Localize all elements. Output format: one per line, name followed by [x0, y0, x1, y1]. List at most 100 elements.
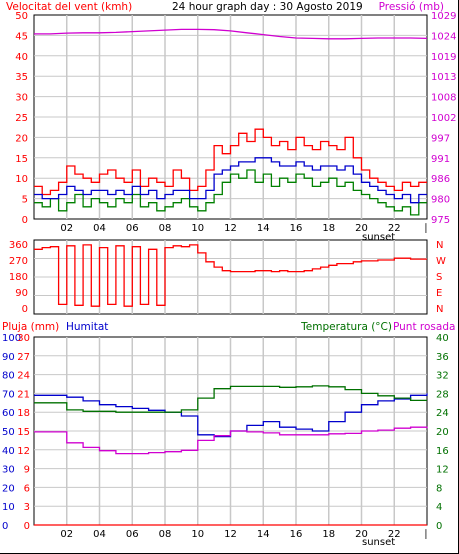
wind-speed-axis-label: Velocitat del vent (kmh): [6, 1, 132, 13]
temperature-tick-label: 28: [436, 389, 449, 400]
hour-tick-label-bottom: 04: [93, 529, 106, 540]
hour-tick-label-bottom: 06: [126, 529, 139, 540]
temperature-tick-label: 36: [436, 352, 449, 363]
rain-tick-label: 6: [24, 483, 30, 494]
rain-tick-label: 3: [24, 502, 30, 513]
rain-tick-label: 27: [17, 352, 30, 363]
wind-speed-tick-label: 40: [15, 52, 28, 63]
humidity-tick-label: 100: [2, 333, 21, 344]
direction-tick-label: 360: [9, 240, 28, 251]
sunset-label: sunset: [362, 232, 395, 243]
rain-tick-label: 18: [17, 408, 30, 419]
wind-speed-tick-label: 25: [15, 113, 28, 124]
wind-speed-tick-label: 15: [15, 154, 28, 165]
rain-tick-label: 9: [24, 465, 30, 476]
pressure-tick-label: 1008: [431, 93, 456, 104]
rain-tick-label: 21: [17, 389, 30, 400]
wind-gust-line: [34, 169, 427, 216]
wind-speed-tick-label: 0: [22, 215, 28, 226]
hour-tick-label: 22: [388, 223, 401, 234]
hour-tick-label: 08: [159, 223, 172, 234]
rain-tick-label: 15: [17, 427, 30, 438]
humidity-tick-label: 70: [2, 389, 15, 400]
wind-speed-tick-label: 20: [15, 133, 28, 144]
temperature-tick-label: 8: [436, 483, 442, 494]
pressure-tick-label: 980: [431, 195, 450, 206]
pressure-tick-label: 1024: [431, 31, 456, 42]
humidity-tick-label: 20: [2, 483, 15, 494]
wind-speed-tick-label: 35: [15, 72, 28, 83]
hour-tick-label: 16: [290, 223, 303, 234]
pressure-tick-label: 1019: [431, 52, 456, 63]
direction-tick-label: 180: [9, 272, 28, 283]
pressure-tick-label: 1013: [431, 72, 456, 83]
rain-tick-label: 24: [17, 371, 30, 382]
hour-tick-label-bottom: 22: [388, 529, 401, 540]
compass-label: W: [436, 256, 446, 267]
chart-marks-group: 0510152025303540455097598098699199710021…: [2, 11, 456, 540]
wind-direction-line: [34, 244, 427, 307]
wind-speed-tick-label: 30: [15, 93, 28, 104]
chart-title: 24 hour graph day : 30 Agosto 2019: [172, 1, 363, 13]
temperature-tick-label: 20: [436, 427, 449, 438]
humidity-tick-label: 90: [2, 352, 15, 363]
rain-tick-label: 12: [17, 446, 30, 457]
direction-tick-label: 90: [15, 288, 28, 299]
pressure-tick-label: 1029: [431, 11, 456, 22]
temperature-tick-label: 4: [436, 502, 442, 513]
hour-tick-label: 18: [322, 223, 335, 234]
hour-end-marker-bottom: ∣: [424, 529, 429, 540]
hour-tick-label-bottom: 20: [355, 529, 368, 540]
temperature-tick-label: 12: [436, 465, 449, 476]
pressure-tick-label: 1002: [431, 113, 456, 124]
temperature-axis-label: Temperatura (°C): [300, 321, 392, 333]
direction-tick-label: 270: [9, 256, 28, 267]
humidity-axis-label: Humitat: [66, 321, 108, 333]
hour-tick-label: 12: [224, 223, 237, 234]
hour-tick-label-bottom: 16: [290, 529, 303, 540]
hour-tick-label: 06: [126, 223, 139, 234]
hour-tick-label-bottom: 14: [257, 529, 270, 540]
sunset-label-bottom: sunset: [362, 537, 395, 548]
compass-label: N: [436, 240, 443, 251]
hour-tick-label-bottom: 10: [191, 529, 204, 540]
wind-speed-tick-label: 50: [15, 11, 28, 22]
compass-label: N: [436, 304, 443, 315]
hour-tick-label-bottom: 08: [159, 529, 172, 540]
wind-speed-tick-label: 10: [15, 174, 28, 185]
dewpoint-line: [34, 426, 428, 455]
wind-speed-tick-label: 5: [22, 195, 28, 206]
humidity-tick-label: 0: [2, 521, 8, 532]
pressure-tick-label: 975: [431, 215, 450, 226]
temperature-line: [34, 385, 427, 413]
hour-tick-label: 10: [191, 223, 204, 234]
humidity-tick-label: 30: [2, 465, 15, 476]
dewpoint-axis-label: Punt rosada: [393, 321, 455, 333]
temperature-tick-label: 16: [436, 446, 449, 457]
pressure-tick-label: 997: [431, 133, 450, 144]
temperature-tick-label: 24: [436, 408, 449, 419]
humidity-tick-label: 80: [2, 371, 15, 382]
humidity-tick-label: 40: [2, 446, 15, 457]
rain-tick-label: 30: [17, 333, 30, 344]
wind-average-line: [34, 157, 427, 204]
temperature-tick-label: 32: [436, 371, 449, 382]
temperature-tick-label: 40: [436, 333, 449, 344]
direction-tick-label: 0: [22, 304, 28, 315]
hour-end-marker: ∣: [424, 223, 429, 234]
hour-tick-label-bottom: 02: [60, 529, 73, 540]
temperature-tick-label: 0: [436, 521, 442, 532]
hour-tick-label: 04: [93, 223, 106, 234]
wind-speed-tick-label: 45: [15, 31, 28, 42]
humidity-tick-label: 50: [2, 427, 15, 438]
hour-tick-label-bottom: 18: [322, 529, 335, 540]
hour-tick-label: 20: [355, 223, 368, 234]
rain-tick-label: 0: [24, 521, 30, 532]
compass-label: E: [436, 288, 442, 299]
pressure-axis-label: Pressió (mb): [379, 1, 444, 13]
hour-tick-label: 14: [257, 223, 270, 234]
rain-axis-label: Pluja (mm): [2, 321, 59, 333]
humidity-tick-label: 60: [2, 408, 15, 419]
